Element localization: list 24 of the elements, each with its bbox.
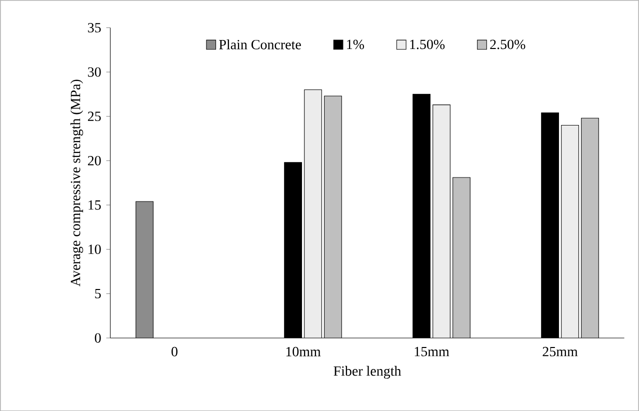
y-tick-label: 0 [94,333,101,343]
x-axis-title: Fiber length [334,366,402,378]
y-tick-label: 10 [88,244,101,254]
bar [324,96,342,338]
y-tick-label: 5 [95,288,101,298]
x-tick-label: 10mm [286,346,321,356]
bar [561,124,579,338]
y-tick-label: 30 [88,67,101,77]
legend-label: Plain Concrete [219,39,301,50]
y-axis-title: Average compressive strength (MPa) [70,80,84,286]
x-tick-label: 25mm [542,346,578,356]
legend-label: 2.50% [490,40,526,50]
y-tick-label: 20 [88,156,101,166]
bar [304,90,322,338]
y-tick-label: 35 [88,22,101,32]
x-tick-label: 0 [172,346,178,356]
bar [581,118,599,338]
legend-label: 1% [347,40,364,50]
x-tick-label: 15mm [414,346,450,356]
bar [452,177,470,338]
y-tick-label: 15 [88,200,101,210]
bar [432,104,450,338]
y-tick-label: 25 [88,112,101,121]
legend-label: 1.50% [410,40,445,50]
